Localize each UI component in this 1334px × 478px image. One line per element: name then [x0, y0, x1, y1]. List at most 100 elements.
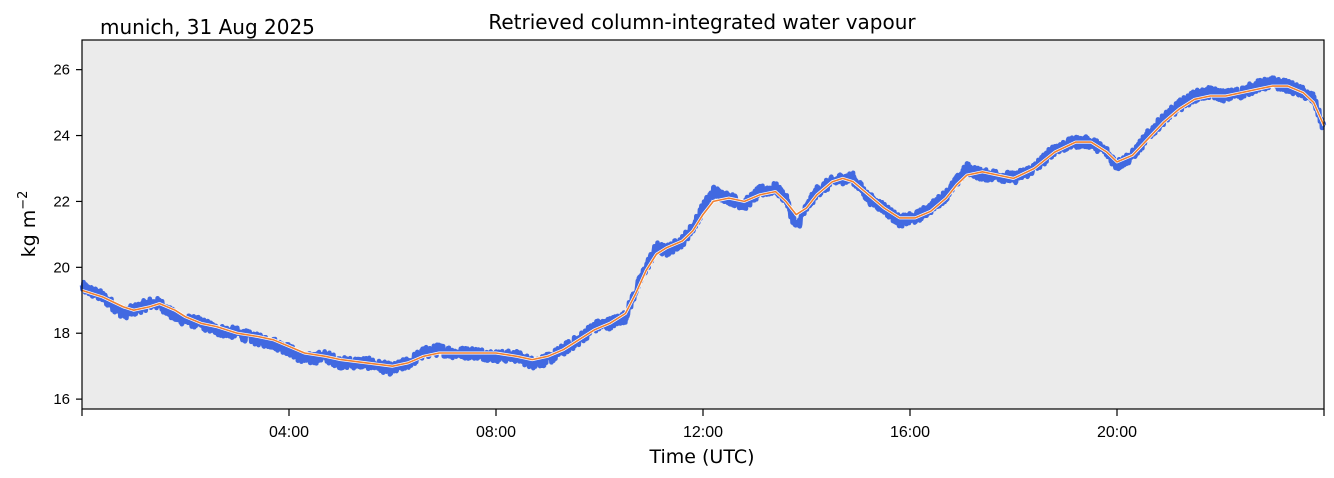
data-point-smoothed — [237, 333, 238, 334]
data-point-smoothed — [1256, 89, 1257, 90]
data-point-smoothed — [899, 217, 900, 218]
data-point-smoothed — [532, 359, 533, 360]
data-point-smoothed — [966, 175, 967, 176]
data-point-raw — [656, 247, 657, 248]
data-point-smoothed — [692, 231, 693, 232]
data-point-smoothed — [1075, 142, 1076, 143]
data-point-smoothed — [304, 352, 305, 353]
y-axis-label-unit: kg m — [18, 210, 40, 258]
data-point-raw — [547, 359, 548, 360]
data-point-smoothed — [423, 356, 424, 357]
data-point-raw — [1272, 82, 1273, 83]
data-point-raw — [1054, 148, 1055, 149]
location-date-label: munich, 31 Aug 2025 — [100, 15, 315, 39]
data-point-smoothed — [407, 362, 408, 363]
data-point-raw — [1116, 165, 1117, 166]
data-point-smoothed — [1054, 151, 1055, 152]
y-axis-label-exponent: −2 — [16, 191, 31, 210]
series-layer — [79, 75, 1327, 377]
data-point-smoothed — [273, 339, 274, 340]
data-point-smoothed — [656, 254, 657, 255]
data-point-raw — [853, 178, 854, 179]
data-point-smoothed — [1106, 151, 1107, 152]
data-point-smoothed — [133, 310, 134, 311]
data-point-raw — [946, 194, 947, 195]
data-point-smoothed — [149, 306, 150, 307]
data-point-smoothed — [1179, 109, 1180, 110]
data-point-smoothed — [123, 306, 124, 307]
data-point-smoothed — [547, 356, 548, 357]
data-point-raw — [759, 191, 760, 192]
data-point-smoothed — [816, 194, 817, 195]
data-point-smoothed — [646, 270, 647, 271]
data-point-raw — [625, 316, 626, 317]
data-point-raw — [340, 362, 341, 363]
data-point-raw — [785, 198, 786, 199]
data-point-smoothed — [594, 329, 595, 330]
data-point-smoothed — [832, 181, 833, 182]
data-point-smoothed — [915, 217, 916, 218]
data-point-smoothed — [702, 214, 703, 215]
data-point-raw — [1148, 135, 1149, 136]
data-point-raw — [692, 227, 693, 228]
data-point-smoothed — [1148, 138, 1149, 139]
data-point-smoothed — [785, 201, 786, 202]
y-tick-label: 26 — [53, 62, 70, 79]
data-point-raw — [646, 267, 647, 268]
data-point-raw — [1256, 86, 1257, 87]
data-point-smoothed — [713, 201, 714, 202]
data-point-smoothed — [759, 194, 760, 195]
plot-background — [82, 40, 1324, 409]
data-point-raw — [899, 221, 900, 222]
data-point-smoothed — [682, 240, 683, 241]
data-point-smoothed — [392, 366, 393, 367]
data-point-smoothed — [956, 184, 957, 185]
data-point-smoothed — [946, 198, 947, 199]
data-point-raw — [775, 188, 776, 189]
x-tick-label: 08:00 — [476, 424, 516, 441]
data-point-raw — [123, 313, 124, 314]
data-point-raw — [149, 303, 150, 304]
x-tick-label: 12:00 — [683, 424, 723, 441]
x-tick-label: 16:00 — [890, 424, 930, 441]
data-point-raw — [744, 204, 745, 205]
data-point-smoothed — [744, 201, 745, 202]
data-point-smoothed — [806, 207, 807, 208]
data-point-smoothed — [1132, 155, 1133, 156]
data-point-raw — [1194, 95, 1195, 96]
data-point-raw — [702, 207, 703, 208]
data-point-smoothed — [1163, 122, 1164, 123]
data-point-smoothed — [1013, 178, 1014, 179]
data-point-raw — [273, 343, 274, 344]
data-point-smoothed — [625, 313, 626, 314]
data-point-smoothed — [1287, 86, 1288, 87]
data-point-raw — [816, 191, 817, 192]
y-tick-label: 20 — [53, 259, 70, 276]
data-point-smoothed — [1303, 92, 1304, 93]
data-point-smoothed — [868, 194, 869, 195]
data-point-raw — [666, 250, 667, 251]
data-point-smoothed — [159, 303, 160, 304]
data-point-raw — [1313, 99, 1314, 100]
data-point-smoothed — [175, 310, 176, 311]
data-point-raw — [532, 362, 533, 363]
data-point-raw — [1179, 105, 1180, 106]
data-point-smoothed — [454, 352, 455, 353]
data-point-raw — [930, 207, 931, 208]
data-point-smoothed — [982, 171, 983, 172]
data-point-smoothed — [1034, 168, 1035, 169]
data-point-smoothed — [1194, 99, 1195, 100]
data-point-raw — [594, 326, 595, 327]
data-point-raw — [1210, 92, 1211, 93]
data-point-raw — [1163, 119, 1164, 120]
data-point-smoothed — [728, 198, 729, 199]
data-point-smoothed — [1225, 95, 1226, 96]
x-axis-label: Time (UTC) — [648, 446, 754, 468]
data-point-smoothed — [1116, 161, 1117, 162]
data-point-smoothed — [185, 316, 186, 317]
data-point-raw — [257, 339, 258, 340]
data-point-raw — [966, 168, 967, 169]
data-point-smoothed — [563, 349, 564, 350]
data-point-smoothed — [340, 359, 341, 360]
